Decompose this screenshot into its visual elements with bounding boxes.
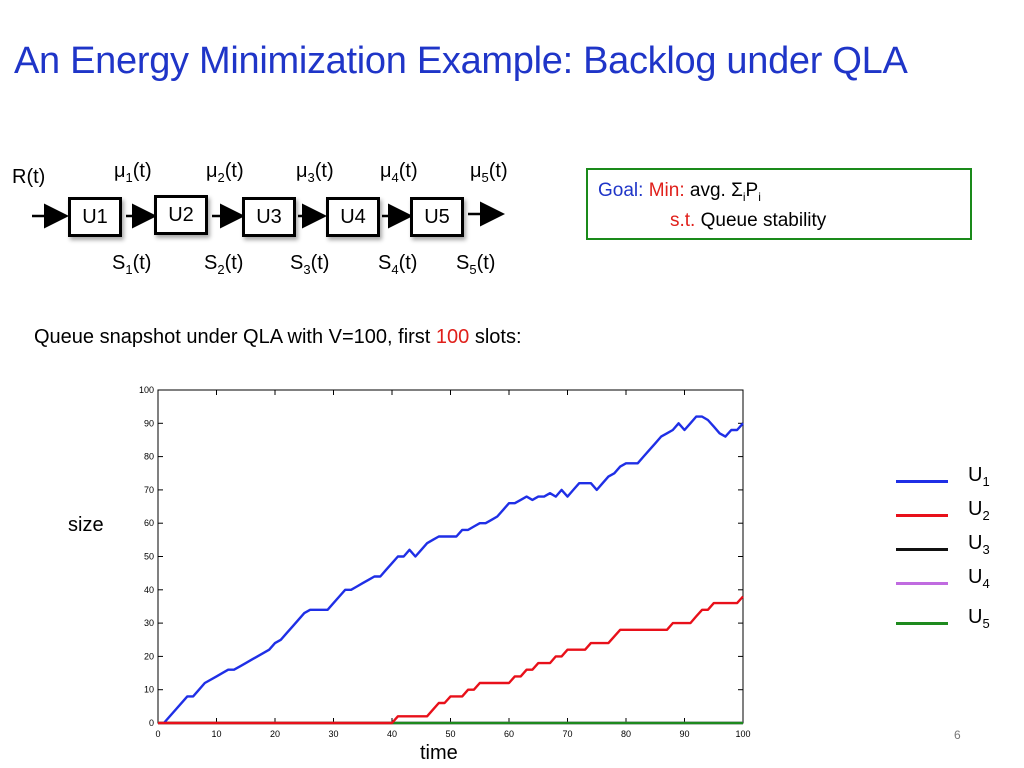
- caption-text: Queue snapshot under QLA with V=100, fir…: [34, 326, 436, 348]
- s3-label: S3(t): [290, 252, 330, 277]
- legend-label-u1: U1: [968, 464, 990, 489]
- y-tick-label: 60: [144, 518, 154, 528]
- queue-label: U3: [256, 205, 282, 228]
- caption-highlight: 100: [435, 326, 470, 348]
- legend-label-u4: U4: [968, 566, 990, 591]
- page-number: 6: [954, 728, 961, 742]
- legend-swatch-u5: [896, 622, 948, 625]
- legend-swatch-u1: [896, 480, 948, 483]
- goal-box: Goal: Min: avg. ΣiPi s.t. Queue stabilit…: [586, 168, 972, 240]
- queue-caption: Queue snapshot under QLA with V=100, fir…: [34, 326, 522, 349]
- queue-label: U2: [168, 203, 194, 226]
- x-tick-label: 30: [328, 729, 338, 739]
- y-tick-label: 80: [144, 452, 154, 462]
- queue-box-u3: U3: [242, 197, 296, 237]
- y-tick-label: 70: [144, 485, 154, 495]
- queue-box-u5: U5: [410, 197, 464, 237]
- s4-label: S4(t): [378, 252, 418, 277]
- x-tick-label: 0: [155, 729, 160, 739]
- st-label: s.t.: [670, 210, 696, 231]
- y-tick-label: 40: [144, 585, 154, 595]
- x-tick-label: 60: [504, 729, 514, 739]
- queue-box-u1: U1: [68, 197, 122, 237]
- y-tick-label: 20: [144, 651, 154, 661]
- mu4-label: μ4(t): [380, 160, 418, 185]
- y-tick-label: 0: [149, 718, 154, 728]
- queue-arrows: [32, 201, 505, 229]
- caption-text: slots:: [469, 326, 522, 348]
- x-tick-label: 70: [562, 729, 572, 739]
- y-tick-label: 50: [144, 552, 154, 562]
- x-tick-label: 100: [735, 729, 750, 739]
- legend-label-u3: U3: [968, 532, 990, 557]
- queue-box-u4: U4: [326, 197, 380, 237]
- constraint-line: s.t. Queue stability: [670, 210, 826, 232]
- queue-box-u2: U2: [154, 195, 208, 235]
- series-line-u1: [162, 415, 744, 724]
- y-tick-label: 10: [144, 685, 154, 695]
- x-tick-label: 10: [211, 729, 221, 739]
- mu3-label: μ3(t): [296, 160, 334, 185]
- legend-label-u5: U5: [968, 606, 990, 631]
- queue-label: U4: [340, 205, 366, 228]
- s5-label: S5(t): [456, 252, 496, 277]
- s2-label: S2(t): [204, 252, 244, 277]
- x-tick-label: 20: [270, 729, 280, 739]
- s1-label: S1(t): [112, 252, 152, 277]
- y-tick-label: 30: [144, 618, 154, 628]
- legend-swatch-u3: [896, 548, 948, 551]
- plot-frame: [157, 389, 744, 724]
- input-rate-label: R(t): [12, 166, 46, 188]
- goal-label: Goal:: [598, 180, 644, 201]
- mu2-label: μ2(t): [206, 160, 244, 185]
- x-axis-label: time: [420, 742, 458, 764]
- x-tick-label: 90: [679, 729, 689, 739]
- slide-title: An Energy Minimization Example: Backlog …: [14, 40, 908, 82]
- backlog-chart: 0 10 20 30 40 50 60 70 80 90 100 0 10 20 30 40 50 60 70 80 9…: [139, 385, 751, 739]
- queue-label: U5: [424, 205, 450, 228]
- queue-label: U1: [82, 205, 108, 228]
- x-tick-label: 50: [445, 729, 455, 739]
- goal-line: Goal: Min: avg. ΣiPi: [598, 180, 761, 204]
- x-tick-label: 40: [387, 729, 397, 739]
- mu5-label: μ5(t): [470, 160, 508, 185]
- objective: avg. ΣiPi: [689, 180, 761, 204]
- legend-label-u2: U2: [968, 498, 990, 523]
- y-axis-label: size: [68, 514, 104, 536]
- series-line-u2: [158, 595, 744, 725]
- legend-swatch-u2: [896, 514, 948, 517]
- y-tick-label: 100: [139, 385, 154, 395]
- y-tick-label: 90: [144, 418, 154, 428]
- x-tick-label: 80: [621, 729, 631, 739]
- constraint-text: Queue stability: [700, 210, 827, 231]
- legend-swatch-u4: [896, 582, 948, 585]
- min-label: Min:: [648, 180, 685, 201]
- mu1-label: μ1(t): [114, 160, 152, 185]
